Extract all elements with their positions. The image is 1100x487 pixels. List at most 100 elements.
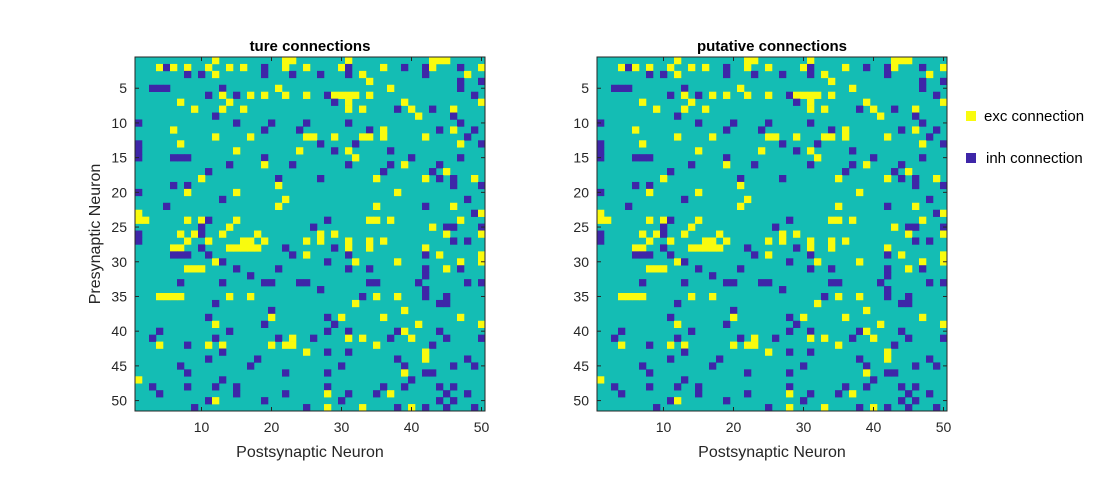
exc-connection-cell (814, 258, 822, 266)
exc-connection-cell (212, 397, 220, 405)
exc-connection-cell (646, 265, 654, 273)
panel-putative-connections: putative connections 10 20 30 40 50 5 10 15 20 2… (573, 38, 951, 461)
exc-connection-cell (688, 244, 696, 252)
exc-connection-cell (674, 320, 682, 328)
exc-connection-cell (793, 230, 801, 238)
inh-connection-cell (436, 299, 444, 308)
inh-connection-cell (191, 404, 199, 412)
inh-connection-cell (653, 404, 661, 412)
inh-connection-cell (926, 279, 934, 287)
inh-connection-cell (184, 341, 192, 349)
inh-connection-cell (625, 202, 633, 210)
exc-connection-cell (758, 147, 766, 155)
inh-connection-cell (695, 265, 703, 273)
exc-connection-cell (303, 237, 311, 245)
exc-connection-cell (751, 341, 759, 349)
x-tick-label: 20 (726, 419, 742, 435)
inh-connection-cell (387, 334, 395, 342)
inh-connection-cell (681, 376, 689, 384)
inh-connection-cell (737, 265, 745, 273)
inh-connection-cell (471, 209, 479, 217)
exc-connection-cell (863, 327, 871, 335)
inh-connection-cell (898, 161, 906, 169)
exc-connection-cell (898, 57, 906, 65)
exc-connection-cell (478, 251, 486, 259)
exc-connection-cell (345, 244, 353, 252)
inh-connection-cell (289, 251, 297, 259)
exc-connection-cell (394, 293, 402, 301)
inh-connection-cell (401, 383, 409, 391)
exc-connection-cell (177, 98, 185, 106)
exc-connection-cell (226, 223, 234, 231)
inh-connection-cell (394, 105, 402, 113)
inh-connection-cell (828, 279, 836, 287)
exc-connection-cell (177, 293, 185, 301)
inh-connection-cell (625, 63, 633, 72)
exc-connection-cell (940, 320, 948, 328)
inh-connection-cell (443, 299, 451, 308)
inh-connection-cell (730, 279, 738, 287)
exc-connection-cell (450, 126, 458, 134)
inh-connection-cell (695, 91, 703, 99)
exc-connection-cell (401, 161, 409, 169)
exc-connection-cell (842, 126, 850, 134)
inh-connection-cell (709, 362, 717, 370)
exc-connection-cell (821, 105, 829, 113)
inh-connection-cell (471, 362, 479, 370)
inh-connection-cell (471, 126, 479, 134)
inh-connection-cell (457, 77, 465, 86)
inh-connection-cell (597, 140, 605, 148)
inh-connection-cell (261, 154, 269, 162)
exc-connection-cell (303, 348, 311, 356)
inh-connection-cell (807, 119, 815, 127)
exc-connection-cell (884, 133, 892, 141)
exc-connection-cell (856, 258, 864, 266)
exc-connection-cell (408, 334, 416, 342)
inh-connection-cell (912, 362, 920, 370)
inh-connection-cell (618, 327, 626, 335)
exc-connection-cell (212, 57, 220, 65)
inh-connection-cell (779, 70, 787, 79)
exc-connection-cell (940, 63, 948, 72)
exc-connection-cell (919, 216, 927, 224)
inh-connection-cell (219, 348, 227, 356)
inh-connection-cell (450, 362, 458, 370)
inh-connection-cell (296, 126, 304, 134)
exc-connection-cell (870, 334, 878, 342)
exc-connection-cell (212, 70, 220, 79)
exc-connection-cell (352, 154, 360, 162)
inh-connection-cell (772, 223, 780, 231)
inh-connection-cell (366, 265, 374, 273)
exc-connection-cell (688, 223, 696, 231)
inh-connection-cell (667, 355, 675, 363)
inh-connection-cell (464, 195, 472, 204)
exc-connection-cell (373, 202, 381, 210)
inh-connection-cell (443, 334, 451, 342)
inh-connection-cell (429, 369, 437, 377)
exc-connection-cell (884, 175, 892, 183)
inh-connection-cell (205, 168, 213, 176)
inh-connection-cell (275, 334, 283, 342)
x-tick-label: 10 (194, 419, 210, 435)
inh-connection-cell (940, 140, 948, 148)
inh-connection-cell (786, 216, 794, 224)
inh-connection-cell (135, 140, 143, 148)
exc-connection-cell (905, 265, 913, 273)
right-chart-title: putative connections (697, 38, 847, 55)
inh-connection-cell (779, 175, 787, 183)
exc-connection-cell (219, 105, 227, 113)
inh-connection-cell (345, 251, 353, 259)
exc-connection-cell (786, 404, 794, 412)
exc-connection-cell (898, 251, 906, 259)
exc-connection-cell (422, 244, 430, 252)
exc-connection-cell (184, 237, 192, 245)
exc-connection-cell (807, 147, 815, 155)
y-tick-label: 15 (111, 150, 127, 166)
exc-connection-cell (709, 91, 717, 99)
exc-connection-cell (366, 91, 374, 99)
inh-connection-cell (723, 126, 731, 134)
inh-connection-cell (926, 195, 934, 204)
exc-connection-cell (443, 230, 451, 238)
x-tick-label: 40 (866, 419, 882, 435)
exc-connection-cell (674, 258, 682, 266)
